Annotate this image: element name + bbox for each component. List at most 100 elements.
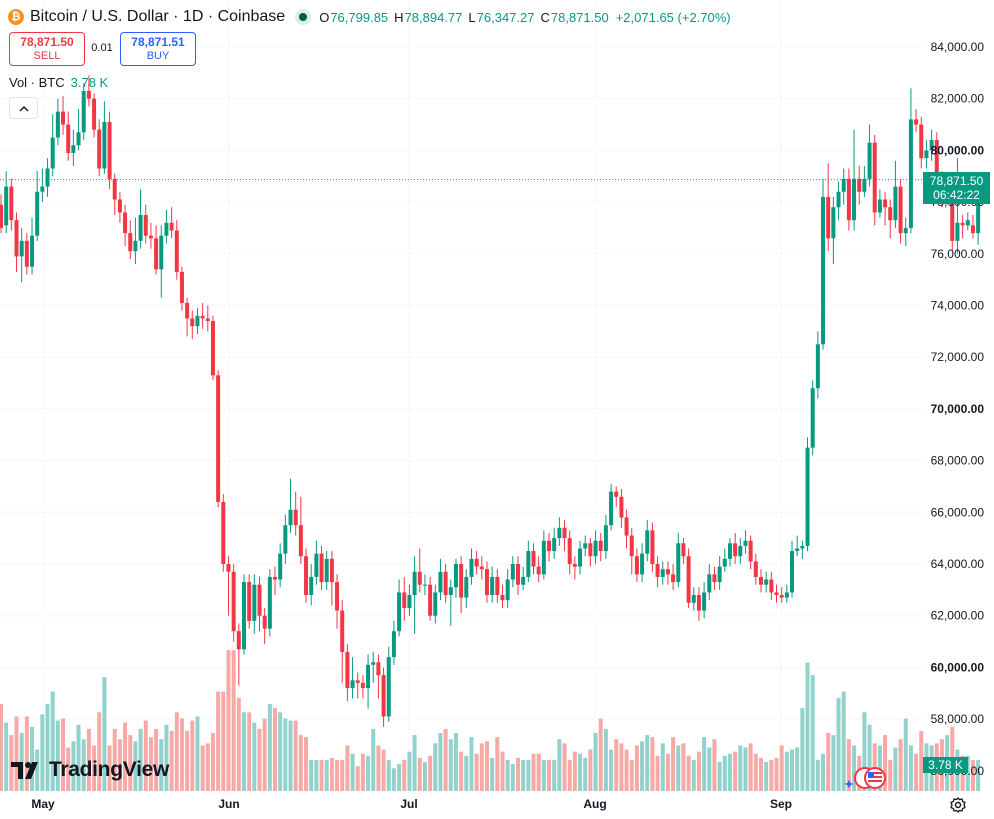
candle [386, 646, 391, 722]
candle [960, 215, 965, 239]
volume-bar [671, 737, 676, 791]
candle [138, 189, 143, 249]
candle-body [309, 576, 314, 596]
volume-bar [841, 691, 846, 791]
volume-bar [836, 697, 841, 791]
candle-body [371, 662, 376, 665]
volume-bar [464, 755, 469, 791]
settings-gear-icon[interactable] [949, 796, 967, 814]
candle-body [381, 675, 386, 717]
candle-body [288, 509, 293, 526]
candle-body [241, 582, 246, 650]
volume-bar [908, 745, 913, 791]
candle-body [355, 680, 360, 683]
candle-body [81, 90, 86, 133]
volume-bar [40, 714, 45, 791]
volume-bar [107, 745, 112, 791]
volume-bar [469, 737, 474, 791]
volume-bar [30, 726, 35, 791]
volume-bar [753, 753, 758, 791]
candle-body [231, 571, 236, 632]
volume-bar [712, 739, 717, 791]
candle [402, 576, 407, 621]
candle-body [826, 196, 831, 239]
time-axis[interactable]: May Jun Jul Aug Sep [31, 797, 792, 811]
candle [309, 564, 314, 606]
volume-bar [293, 720, 298, 791]
candle [267, 569, 272, 637]
price-axis-label: 76,000.00 [931, 247, 985, 261]
candle-body [733, 543, 738, 557]
flag-icons[interactable] [843, 766, 889, 790]
candle-body [133, 240, 138, 252]
volume-legend[interactable]: Vol · BTC 3.78 K [9, 75, 108, 90]
volume-bar [314, 759, 319, 791]
candle [412, 556, 417, 634]
volume-bar [376, 745, 381, 791]
candle-body [660, 569, 665, 577]
volume-bar [655, 755, 660, 791]
candle-body [45, 168, 50, 187]
candle [226, 556, 231, 616]
candle [252, 574, 257, 634]
candle-body [753, 561, 758, 577]
candle [66, 111, 71, 161]
symbol-title[interactable]: Bitcoin / U.S. Dollar · 1D · Coinbase [30, 8, 286, 25]
candle [236, 623, 241, 686]
volume-bar [252, 722, 257, 791]
candle [629, 527, 634, 575]
volume-bar [893, 747, 898, 791]
volume-bar [640, 741, 645, 791]
volume-bar [148, 737, 153, 791]
candle-body [727, 543, 732, 559]
candle-body [888, 207, 893, 221]
bitcoin-icon[interactable]: ₿ [8, 9, 24, 25]
candle [650, 522, 655, 572]
candle [14, 212, 19, 272]
volume-legend-label: Vol · BTC [9, 75, 65, 90]
candle [443, 564, 448, 603]
candle [686, 548, 691, 608]
collapse-legend-button[interactable] [9, 97, 38, 119]
candle-body [867, 142, 872, 179]
candle-body [681, 543, 686, 557]
sell-button[interactable]: 78,871.50 SELL [9, 32, 85, 66]
candle-body [883, 199, 888, 208]
volume-bar [86, 728, 91, 791]
candle-body [748, 540, 753, 562]
candle [298, 496, 303, 564]
candle [500, 584, 505, 608]
volume-bar [24, 716, 29, 791]
candle [603, 514, 608, 559]
volume-bar [412, 735, 417, 791]
candle [117, 191, 122, 223]
candle-body [86, 90, 91, 99]
candle-body [743, 540, 748, 546]
candle [836, 181, 841, 221]
candle-body [500, 595, 505, 601]
candle [908, 88, 913, 234]
volume-bar [588, 749, 593, 791]
market-status-icon[interactable] [295, 9, 312, 25]
candle [169, 207, 174, 239]
candle [76, 109, 81, 151]
candle-body [159, 235, 164, 270]
candle-body [614, 491, 619, 497]
candle [469, 548, 474, 585]
candle-body [665, 569, 670, 575]
candle [676, 532, 681, 588]
buy-button[interactable]: 78,871.51 BUY [120, 32, 196, 66]
tradingview-logo[interactable]: TradingView [11, 758, 169, 782]
volume-bar [133, 741, 138, 791]
volume-bar [826, 733, 831, 791]
volume-bar [567, 759, 572, 791]
candle [391, 620, 396, 665]
candle [774, 584, 779, 603]
volume-bar [117, 739, 122, 791]
price-axis[interactable]: 84,000.0082,000.0080,000.0078,000.0076,0… [931, 40, 985, 778]
candle-body [102, 121, 107, 169]
candle-body [174, 230, 179, 272]
candle [769, 571, 774, 601]
candle-body [340, 610, 345, 652]
